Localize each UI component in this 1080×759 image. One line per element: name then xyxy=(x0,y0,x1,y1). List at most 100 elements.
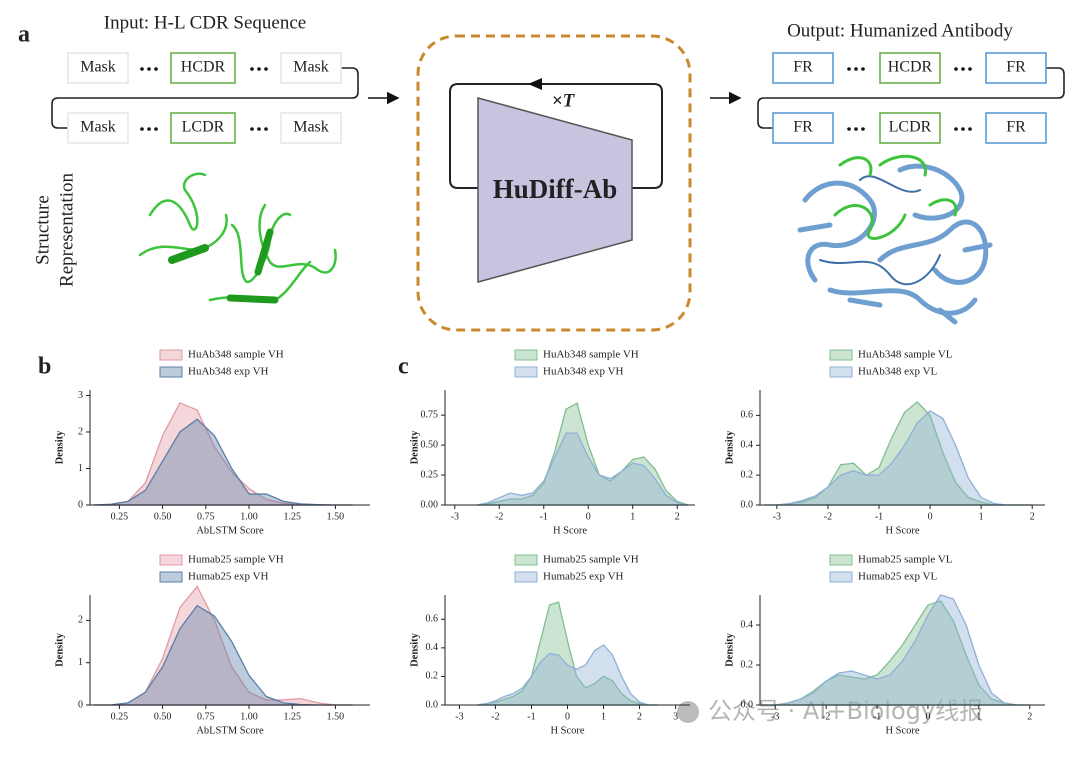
model-shape xyxy=(477,97,633,283)
token: LCDR xyxy=(889,119,932,136)
y-tick-label: 0.2 xyxy=(426,671,439,682)
x-tick-label: 1.50 xyxy=(327,711,345,722)
y-tick-label: 2 xyxy=(78,426,83,437)
token: Mask xyxy=(293,59,329,76)
legend-label: HuAb348 sample VH xyxy=(188,349,284,361)
y-axis-label: Density xyxy=(409,632,420,667)
x-tick-label: 0 xyxy=(586,511,591,522)
x-tick-label: -2 xyxy=(491,711,499,722)
density-area xyxy=(762,594,1030,706)
density-area xyxy=(93,604,353,706)
legend-swatch xyxy=(159,554,183,566)
y-axis-label: Density xyxy=(724,632,735,667)
density-area xyxy=(93,418,353,506)
x-tick-label: 1.00 xyxy=(240,511,258,522)
y-tick-label: 0.2 xyxy=(741,469,754,480)
legend-label: HuAb348 exp VH xyxy=(188,366,269,378)
density-area xyxy=(477,644,658,706)
x-tick-label: 0.75 xyxy=(197,711,215,722)
panel-label: a xyxy=(18,22,30,48)
y-tick-label: 0.2 xyxy=(741,659,754,670)
x-axis-label: AbLSTM Score xyxy=(196,525,264,536)
x-tick-label: 1.00 xyxy=(240,711,258,722)
token: Mask xyxy=(293,119,329,136)
y-tick-label: 0.0 xyxy=(426,699,439,710)
x-tick-label: 0.50 xyxy=(154,711,172,722)
token: HCDR xyxy=(888,59,933,76)
x-axis-label: H Score xyxy=(553,525,587,536)
y-tick-label: 0 xyxy=(78,699,83,710)
y-tick-label: 0.25 xyxy=(421,469,439,480)
x-axis-label: AbLSTM Score xyxy=(196,725,264,736)
antibody-structure xyxy=(797,154,993,325)
legend-label: HuAb348 exp VL xyxy=(858,366,938,378)
input-title: Input: H-L CDR Sequence xyxy=(104,12,306,33)
token: FR xyxy=(793,119,813,136)
loop-label: ×T xyxy=(552,90,576,111)
legend-swatch xyxy=(514,571,538,583)
legend-swatch xyxy=(514,349,538,361)
y-tick-label: 3 xyxy=(78,390,83,401)
density-area xyxy=(764,410,1033,506)
x-tick-label: 0 xyxy=(565,711,570,722)
x-tick-label: 0.25 xyxy=(111,511,129,522)
token: Mask xyxy=(80,119,116,136)
x-tick-label: 3 xyxy=(673,711,678,722)
y-tick-label: 0.75 xyxy=(421,409,439,420)
density-area xyxy=(477,601,658,706)
x-tick-label: -2 xyxy=(822,711,830,722)
panel-label: c xyxy=(398,354,409,380)
x-tick-label: 2 xyxy=(675,511,680,522)
x-tick-label: 1 xyxy=(976,711,981,722)
token: FR xyxy=(793,59,813,76)
model-frame xyxy=(416,34,692,332)
legend-label: HuAb348 sample VL xyxy=(858,349,953,361)
model-name: HuDiff-Ab xyxy=(493,174,618,204)
legend-swatch xyxy=(159,571,183,583)
x-tick-label: 2 xyxy=(1027,711,1032,722)
legend-label: HuAb348 sample VH xyxy=(543,349,639,361)
x-tick-label: 1 xyxy=(601,711,606,722)
x-tick-label: 0 xyxy=(928,511,933,522)
y-tick-label: 0.4 xyxy=(741,440,754,451)
token: FR xyxy=(1006,59,1026,76)
legend-swatch xyxy=(514,366,538,378)
legend-swatch xyxy=(159,349,183,361)
y-axis-label: Density xyxy=(54,430,65,465)
x-axis-label: H Score xyxy=(550,725,584,736)
y-axis-label: Density xyxy=(409,430,420,465)
y-tick-label: 0.4 xyxy=(741,619,754,630)
x-tick-label: 1 xyxy=(630,511,635,522)
density-area xyxy=(476,432,689,506)
x-tick-label: 2 xyxy=(637,711,642,722)
x-tick-label: -2 xyxy=(495,511,503,522)
watermark-text: 公众号 · AI+Biology线报 xyxy=(708,697,983,725)
token: FR xyxy=(1006,119,1026,136)
x-tick-label: 0.25 xyxy=(111,711,129,722)
loop xyxy=(449,83,663,189)
x-axis-label: H Score xyxy=(885,725,919,736)
x-tick-label: 2 xyxy=(1030,511,1035,522)
legend-label: Humab25 sample VH xyxy=(543,554,639,566)
loop-arrow xyxy=(528,78,542,90)
x-tick-label: -3 xyxy=(455,711,463,722)
legend-label: Humab25 sample VH xyxy=(188,554,284,566)
y-tick-label: 1 xyxy=(78,463,83,474)
x-tick-label: -3 xyxy=(451,511,459,522)
y-tick-label: 0.6 xyxy=(426,614,439,625)
y-tick-label: 0.50 xyxy=(421,439,439,450)
x-axis-label: H Score xyxy=(885,525,919,536)
x-tick-label: -3 xyxy=(771,711,779,722)
y-tick-label: 0.0 xyxy=(741,699,754,710)
y-axis-label: Density xyxy=(54,632,65,667)
legend-label: Humab25 exp VH xyxy=(188,571,269,583)
x-tick-label: 0 xyxy=(925,711,930,722)
legend-label: Humab25 exp VL xyxy=(858,571,938,583)
x-tick-label: 0.50 xyxy=(154,511,172,522)
legend-label: HuAb348 exp VH xyxy=(543,366,624,378)
input-sequence xyxy=(51,52,359,144)
y-tick-label: 0 xyxy=(78,499,83,510)
legend-label: Humab25 exp VH xyxy=(543,571,624,583)
x-tick-label: -2 xyxy=(824,511,832,522)
x-tick-label: -1 xyxy=(873,711,881,722)
